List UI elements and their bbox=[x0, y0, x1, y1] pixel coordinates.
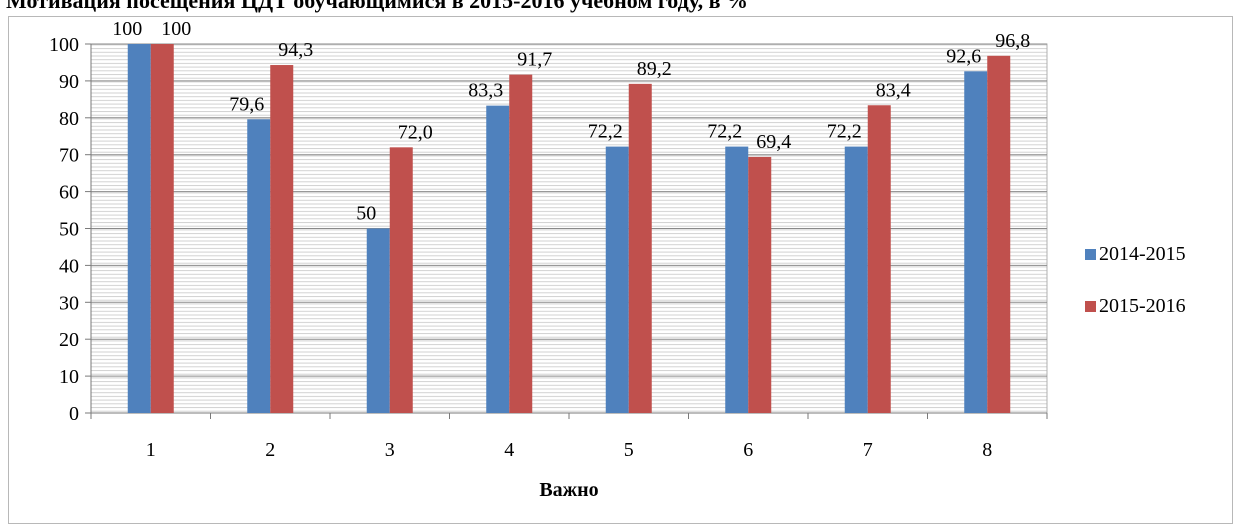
x-tick-label: 4 bbox=[504, 439, 514, 461]
legend-item-series-1: 2014-2015 bbox=[1085, 241, 1186, 267]
y-tick-label: 0 bbox=[69, 403, 79, 425]
data-label-series-2: 91,7 bbox=[517, 49, 552, 71]
x-tick-label: 6 bbox=[743, 439, 753, 461]
bar-series-1 bbox=[725, 146, 749, 413]
data-label-series-2: 96,8 bbox=[995, 30, 1030, 52]
y-tick-label: 40 bbox=[59, 255, 79, 277]
x-tick-label: 1 bbox=[146, 439, 156, 461]
y-tick-label: 90 bbox=[59, 71, 79, 93]
legend-label-series-2: 2015-2016 bbox=[1099, 294, 1186, 317]
y-tick-label: 60 bbox=[59, 182, 79, 204]
bar-series-1 bbox=[844, 146, 868, 413]
bar-series-1 bbox=[247, 119, 271, 413]
bar-series-2 bbox=[628, 83, 652, 414]
legend: 2014-2015 2015-2016 bbox=[1085, 241, 1186, 345]
bar-series-1 bbox=[964, 71, 988, 413]
data-label-series-1: 92,6 bbox=[946, 45, 981, 67]
data-label-series-2: 94,3 bbox=[278, 39, 313, 61]
chart-title: Мотивация посещения ЦДТ обучающимися в 2… bbox=[6, 0, 748, 13]
y-tick-label: 30 bbox=[59, 292, 79, 314]
data-label-series-1: 72,2 bbox=[827, 121, 862, 143]
x-tick-label: 3 bbox=[385, 439, 395, 461]
bar-series-2 bbox=[748, 156, 772, 413]
legend-item-series-2: 2015-2016 bbox=[1085, 293, 1186, 319]
legend-swatch-series-1 bbox=[1085, 248, 1096, 260]
bar-series-1 bbox=[486, 105, 510, 414]
data-label-series-1: 50 bbox=[356, 203, 376, 225]
bar-series-2 bbox=[150, 44, 174, 413]
bar-series-2 bbox=[389, 147, 413, 413]
y-tick-label: 70 bbox=[59, 145, 79, 167]
bar-series-2 bbox=[270, 65, 294, 414]
legend-swatch-series-2 bbox=[1085, 300, 1096, 312]
bar-series-2 bbox=[867, 105, 891, 413]
data-label-series-2: 89,2 bbox=[637, 58, 672, 80]
y-tick-label: 80 bbox=[59, 108, 79, 130]
data-label-series-2: 100 bbox=[161, 18, 191, 40]
legend-label-series-1: 2014-2015 bbox=[1099, 242, 1186, 265]
x-tick-label: 7 bbox=[863, 439, 873, 461]
x-tick-label: 5 bbox=[624, 439, 634, 461]
bar-series-1 bbox=[127, 44, 151, 413]
x-tick-label: 8 bbox=[982, 439, 992, 461]
y-tick-label: 20 bbox=[59, 329, 79, 351]
y-tick-label: 100 bbox=[49, 34, 79, 56]
y-tick-label: 50 bbox=[59, 219, 79, 241]
data-label-series-2: 72,0 bbox=[398, 121, 433, 143]
data-label-series-1: 100 bbox=[112, 18, 142, 40]
data-label-series-1: 79,6 bbox=[229, 93, 264, 115]
data-label-series-1: 72,2 bbox=[707, 121, 742, 143]
bar-series-1 bbox=[605, 146, 629, 413]
data-label-series-2: 83,4 bbox=[876, 79, 911, 101]
data-label-series-1: 72,2 bbox=[588, 121, 623, 143]
y-tick-label: 10 bbox=[59, 366, 79, 388]
x-tick-label: 2 bbox=[265, 439, 275, 461]
bar-series-2 bbox=[987, 55, 1011, 414]
data-label-series-2: 69,4 bbox=[756, 131, 791, 153]
bar-series-2 bbox=[509, 74, 533, 413]
bar-series-1 bbox=[366, 228, 390, 413]
data-label-series-1: 83,3 bbox=[468, 80, 503, 102]
x-axis-title: Важно bbox=[539, 479, 598, 501]
